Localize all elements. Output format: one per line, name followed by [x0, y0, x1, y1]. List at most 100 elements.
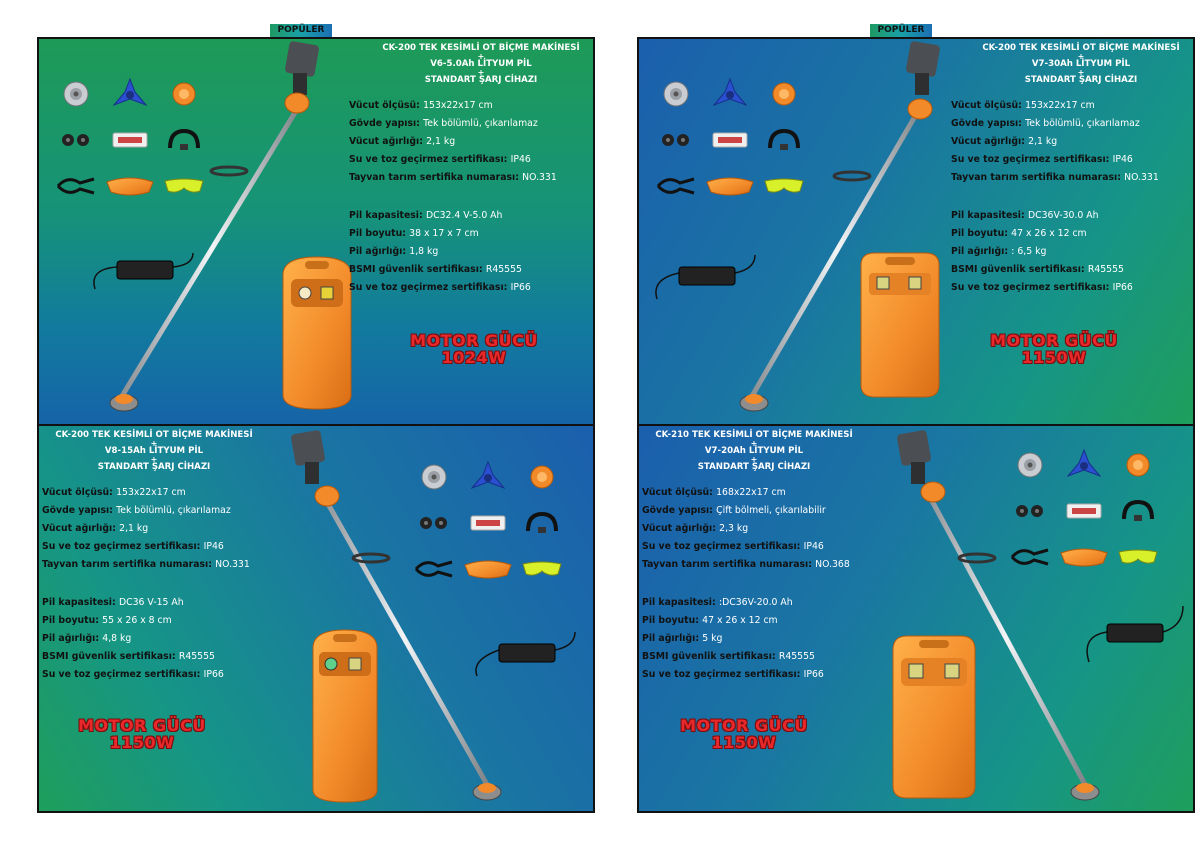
- battery-pack-icon: [312, 629, 378, 803]
- spec-row: BSMI güvenlik sertifikası: R45555: [642, 651, 815, 662]
- popular-badge-right: POPÜLER: [870, 24, 932, 37]
- title-plus: +: [750, 439, 758, 448]
- motor-power: MOTOR GÜCÜ 1150W: [57, 717, 227, 751]
- title-line-1: CK-200 TEK KESİMLİ OT BİÇME MAKİNESİ: [382, 43, 580, 53]
- strap-icon: [157, 120, 211, 160]
- clamp-icon: [49, 166, 103, 206]
- parts-pack-icon: [103, 120, 157, 160]
- motor-power-label: MOTOR GÜCÜ: [680, 716, 808, 735]
- goggles-icon: [1111, 537, 1165, 577]
- product-card-1: CK-200 TEK KESİMLİ OT BİÇME MAKİNESİ + V…: [37, 37, 595, 426]
- spec-row: Pil kapasitesi: DC32.4 V-5.0 Ah: [349, 210, 503, 221]
- title-line-1: CK-200 TEK KESİMLİ OT BİÇME MAKİNESİ: [982, 43, 1180, 53]
- spec-row: Vücut ölçüsü: 168x22x17 cm: [642, 487, 786, 498]
- spec-row: Pil boyutu: 47 x 26 x 12 cm: [642, 615, 778, 626]
- parts-pack-icon: [1057, 491, 1111, 531]
- spec-row: Tayvan tarım sertifika numarası: NO.331: [349, 172, 557, 183]
- spec-row: Su ve toz geçirmez sertifikası: IP46: [951, 154, 1133, 165]
- strap-icon: [1111, 491, 1165, 531]
- spec-row: Tayvan tarım sertifika numarası: NO.368: [642, 559, 850, 570]
- title-plus: +: [150, 455, 158, 464]
- spec-row: Pil boyutu: 38 x 17 x 7 cm: [349, 228, 479, 239]
- strap-icon: [757, 120, 811, 160]
- spec-row: Gövde yapısı: Tek bölümlü, çıkarılamaz: [42, 505, 231, 516]
- spec-row: Pil boyutu: 47 x 26 x 12 cm: [951, 228, 1087, 239]
- tri-blade-icon: [703, 74, 757, 114]
- spec-row: Vücut ağırlığı: 2,1 kg: [42, 523, 149, 534]
- clamp-icon: [407, 549, 461, 589]
- title-line-3: STANDART ŞARJ CİHAZI: [1024, 75, 1138, 85]
- motor-power-value: 1024W: [441, 348, 507, 367]
- orange-disc-icon: [157, 74, 211, 114]
- trimmer-icon: [739, 41, 940, 412]
- guard-icon: [103, 166, 157, 206]
- spec-row: Vücut ölçüsü: 153x22x17 cm: [951, 100, 1095, 111]
- spec-row: Pil ağırlığı: 1,8 kg: [349, 246, 439, 257]
- spec-row: Pil kapasitesi: :DC36V-20.0 Ah: [642, 597, 793, 608]
- battery-pack-icon: [282, 256, 352, 410]
- title-line-3: STANDART ŞARJ CİHAZI: [97, 462, 211, 472]
- title-plus: +: [150, 439, 158, 448]
- product-title: CK-200 TEK KESİMLİ OT BİÇME MAKİNESİ + V…: [366, 43, 593, 86]
- title-line-2: V8-15Ah LİTYUM PİL: [104, 446, 204, 456]
- spec-row: Vücut ağırlığı: 2,1 kg: [951, 136, 1058, 147]
- product-title: CK-200 TEK KESİMLİ OT BİÇME MAKİNESİ + V…: [966, 43, 1193, 86]
- guard-icon: [703, 166, 757, 206]
- accessories-grid: [649, 71, 811, 209]
- product-title: CK-210 TEK KESİMLİ OT BİÇME MAKİNESİ + V…: [639, 430, 869, 473]
- motor-power-label: MOTOR GÜCÜ: [990, 331, 1118, 350]
- spec-row: Pil ağırlığı: 5 kg: [642, 633, 723, 644]
- spec-row: Su ve toz geçirmez sertifikası: IP46: [642, 541, 824, 552]
- product-card-3: CK-200 TEK KESİMLİ OT BİÇME MAKİNESİ + V…: [37, 424, 595, 813]
- strap-icon: [515, 503, 569, 543]
- spec-list: Vücut ölçüsü: 153x22x17 cm Gövde yapısı:…: [42, 484, 292, 684]
- spec-row: Gövde yapısı: Tek bölümlü, çıkarılamaz: [951, 118, 1140, 129]
- spec-row: Vücut ölçüsü: 153x22x17 cm: [349, 100, 493, 111]
- spec-row: Su ve toz geçirmez sertifikası: IP66: [349, 282, 531, 293]
- title-line-2: V7-20Ah LİTYUM PİL: [704, 446, 804, 456]
- spec-row: Pil ağırlığı: : 6,5 kg: [951, 246, 1047, 257]
- spool-icon: [407, 503, 461, 543]
- orange-disc-icon: [757, 74, 811, 114]
- guard-icon: [1057, 537, 1111, 577]
- spec-list: Vücut ölçüsü: 153x22x17 cm Gövde yapısı:…: [951, 97, 1193, 297]
- charger-icon: [655, 254, 756, 300]
- title-line-2: V7-30Ah LİTYUM PİL: [1031, 59, 1131, 69]
- blade-disc-icon: [49, 74, 103, 114]
- goggles-icon: [515, 549, 569, 589]
- battery-pack-icon: [892, 635, 976, 799]
- spool-icon: [49, 120, 103, 160]
- goggles-icon: [157, 166, 211, 206]
- title-line-3: STANDART ŞARJ CİHAZI: [697, 462, 811, 472]
- blade-disc-icon: [407, 457, 461, 497]
- charger-icon: [1086, 605, 1184, 663]
- orange-disc-icon: [515, 457, 569, 497]
- battery-pack-icon: [860, 252, 940, 398]
- product-title: CK-200 TEK KESİMLİ OT BİÇME MAKİNESİ + V…: [39, 430, 269, 473]
- spec-row: Su ve toz geçirmez sertifikası: IP66: [951, 282, 1133, 293]
- spec-row: Su ve toz geçirmez sertifikası: IP66: [642, 669, 824, 680]
- motor-power: MOTOR GÜCÜ 1024W: [389, 332, 559, 366]
- motor-power: MOTOR GÜCÜ 1150W: [659, 717, 829, 751]
- spec-row: BSMI güvenlik sertifikası: R45555: [42, 651, 215, 662]
- spec-row: Vücut ağırlığı: 2,3 kg: [642, 523, 749, 534]
- spec-row: Pil boyutu: 55 x 26 x 8 cm: [42, 615, 172, 626]
- title-plus: +: [1077, 52, 1085, 61]
- trimmer-icon: [897, 430, 1100, 801]
- spec-row: Pil ağırlığı: 4,8 kg: [42, 633, 132, 644]
- spec-row: Pil kapasitesi: DC36 V-15 Ah: [42, 597, 184, 608]
- spec-row: Gövde yapısı: Tek bölümlü, çıkarılamaz: [349, 118, 538, 129]
- spec-row: Tayvan tarım sertifika numarası: NO.331: [951, 172, 1159, 183]
- tri-blade-icon: [461, 457, 515, 497]
- motor-power-value: 1150W: [109, 733, 175, 752]
- goggles-icon: [757, 166, 811, 206]
- motor-power: MOTOR GÜCÜ 1150W: [969, 332, 1139, 366]
- title-plus: +: [1077, 68, 1085, 77]
- product-card-2: CK-200 TEK KESİMLİ OT BİÇME MAKİNESİ + V…: [637, 37, 1195, 426]
- parts-pack-icon: [703, 120, 757, 160]
- clamp-icon: [649, 166, 703, 206]
- spec-row: Su ve toz geçirmez sertifikası: IP46: [349, 154, 531, 165]
- popular-badge-left: POPÜLER: [270, 24, 332, 37]
- trimmer-icon: [291, 430, 502, 801]
- trimmer-icon: [109, 41, 319, 412]
